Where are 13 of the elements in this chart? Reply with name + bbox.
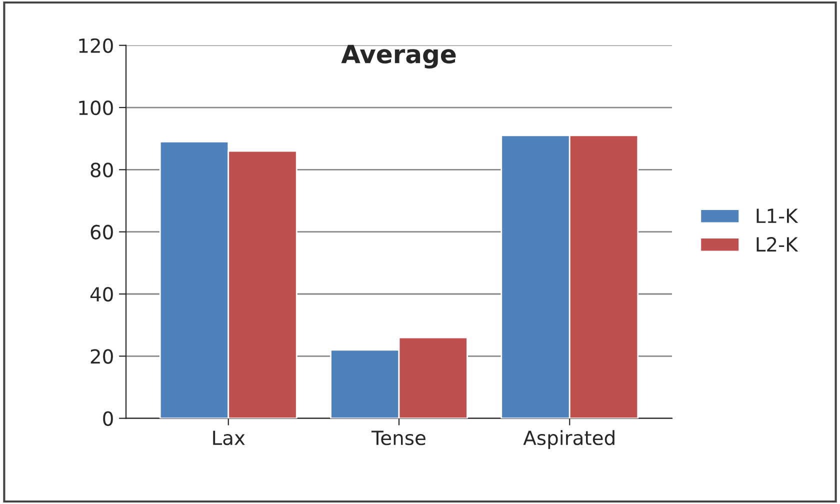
y-tick-label: 80 [90, 162, 113, 178]
x-tick-label: Tense [371, 430, 426, 446]
y-tick-label: 40 [90, 286, 113, 302]
y-tick-label: 100 [79, 100, 113, 116]
x-tick-label: Aspirated [523, 430, 614, 449]
chart-title: Average [341, 44, 456, 69]
y-tick-label: 20 [90, 349, 113, 364]
y-tick-label: 120 [79, 38, 113, 54]
legend-label: L1-K [756, 208, 798, 223]
y-tick-label: 60 [90, 224, 113, 240]
y-tick-label: 0 [103, 411, 113, 426]
x-tick-label: Lax [213, 430, 245, 446]
legend-label: L2-K [756, 237, 798, 252]
